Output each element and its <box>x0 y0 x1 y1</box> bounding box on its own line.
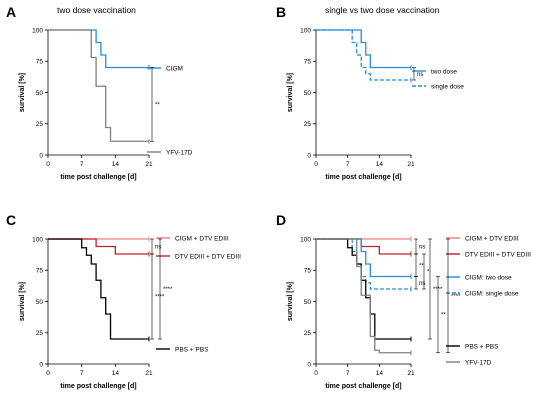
x-tick-label: 0 <box>46 161 50 168</box>
series-line-two-dose <box>316 29 411 69</box>
y-tick-label: 50 <box>304 299 312 306</box>
legend-label: YFV-17D <box>166 150 193 157</box>
panel-letter: A <box>6 4 16 20</box>
legend-label: CIGM: single dose <box>465 291 519 298</box>
significance-label: ** <box>419 263 424 269</box>
significance-label: **** <box>163 287 173 293</box>
legend-label: CIGM + DTV EDIII <box>465 236 519 243</box>
legend-label: CIGM <box>166 66 183 73</box>
series-line-dtv-ediii-dtv-ediii <box>48 238 149 255</box>
x-tick-label: 0 <box>46 370 50 377</box>
legend-label: CIGM + DTV EDIII <box>175 236 229 243</box>
panel-letter: C <box>6 212 16 228</box>
series-line-cigm-two-dose <box>316 238 411 278</box>
significance-label: ns <box>419 245 425 251</box>
x-tick-label: 7 <box>80 161 84 168</box>
y-tick-label: 25 <box>304 121 312 128</box>
x-axis-label: time post challenge [d] <box>60 174 136 181</box>
x-tick-label: 0 <box>314 370 318 377</box>
y-tick-label: 0 <box>307 361 311 368</box>
y-axis-label: survival [%] <box>19 73 26 112</box>
significance-label: ** <box>155 102 160 108</box>
panel-title: two dose vaccination <box>57 5 136 15</box>
y-tick-label: 0 <box>39 361 43 368</box>
x-axis-label: time post challenge [d] <box>325 383 401 390</box>
y-tick-label: 0 <box>39 152 43 159</box>
y-tick-label: 100 <box>300 236 311 243</box>
y-tick-label: 100 <box>300 27 311 34</box>
y-tick-label: 25 <box>304 330 312 337</box>
legend-label: PBS + PBS <box>175 347 209 354</box>
y-axis-label: survival [%] <box>287 73 294 112</box>
x-tick-label: 21 <box>145 161 153 168</box>
y-tick-label: 75 <box>36 268 44 275</box>
legend-label: DTV EDIII + DTV EDIII <box>465 252 531 259</box>
series-line-pbs-pbs <box>48 238 149 340</box>
legend-label: PBS + PBS <box>465 344 499 351</box>
y-tick-label: 50 <box>36 299 44 306</box>
y-tick-label: 75 <box>36 59 44 66</box>
y-tick-label: 75 <box>304 268 312 275</box>
x-tick-label: 21 <box>407 370 415 377</box>
y-tick-label: 75 <box>304 59 312 66</box>
series-line-yfv-17d <box>48 29 149 142</box>
panel-title: single vs two dose vaccination <box>325 5 440 15</box>
y-tick-label: 50 <box>36 90 44 97</box>
x-tick-label: 14 <box>376 161 384 168</box>
panel-d: D 0 25 50 75 100 0 7 14 21 time post challenge [d]… <box>276 212 531 390</box>
x-tick-label: 7 <box>346 161 350 168</box>
series-line-cigm-single-dose <box>316 238 411 290</box>
x-tick-label: 21 <box>407 161 415 168</box>
legend-label: DTV EDIII + DTV EDIII <box>175 254 241 261</box>
x-tick-label: 21 <box>145 370 153 377</box>
y-tick-label: 25 <box>36 121 44 128</box>
x-tick-label: 7 <box>346 370 350 377</box>
significance-label: ns <box>155 245 161 251</box>
y-tick-label: 100 <box>32 27 43 34</box>
x-axis-label: time post challenge [d] <box>325 174 401 181</box>
x-axis-label: time post challenge [d] <box>60 383 136 390</box>
legend-label: single dose <box>431 84 464 91</box>
series-line-yfv-17d <box>316 238 411 354</box>
x-tick-label: 14 <box>112 161 120 168</box>
x-tick-label: 14 <box>112 370 120 377</box>
panel-c: C 0 25 50 75 100 0 7 14 21 time post challenge [d]… <box>6 212 241 390</box>
significance-label: ns <box>417 72 423 78</box>
x-tick-label: 0 <box>314 161 318 168</box>
series-line-cigm <box>48 29 149 69</box>
x-tick-label: 14 <box>376 370 384 377</box>
x-tick-label: 7 <box>80 370 84 377</box>
y-tick-label: 50 <box>304 90 312 97</box>
legend-label: two dose <box>431 69 457 76</box>
significance-label: ns <box>419 281 425 287</box>
y-tick-label: 0 <box>307 152 311 159</box>
significance-label: ** <box>441 313 446 319</box>
legend-label: YFV-17D <box>465 360 492 367</box>
significance-label: **** <box>451 294 461 300</box>
y-tick-label: 100 <box>32 236 43 243</box>
legend-label: CIGM: two dose <box>465 275 512 282</box>
series-line-single-dose <box>316 29 411 81</box>
significance-label: * <box>427 270 430 276</box>
y-axis-label: survival [%] <box>19 282 26 321</box>
panel-letter: D <box>276 212 286 228</box>
y-tick-label: 25 <box>36 330 44 337</box>
panel-letter: B <box>276 4 286 20</box>
y-axis-label: survival [%] <box>287 282 294 321</box>
